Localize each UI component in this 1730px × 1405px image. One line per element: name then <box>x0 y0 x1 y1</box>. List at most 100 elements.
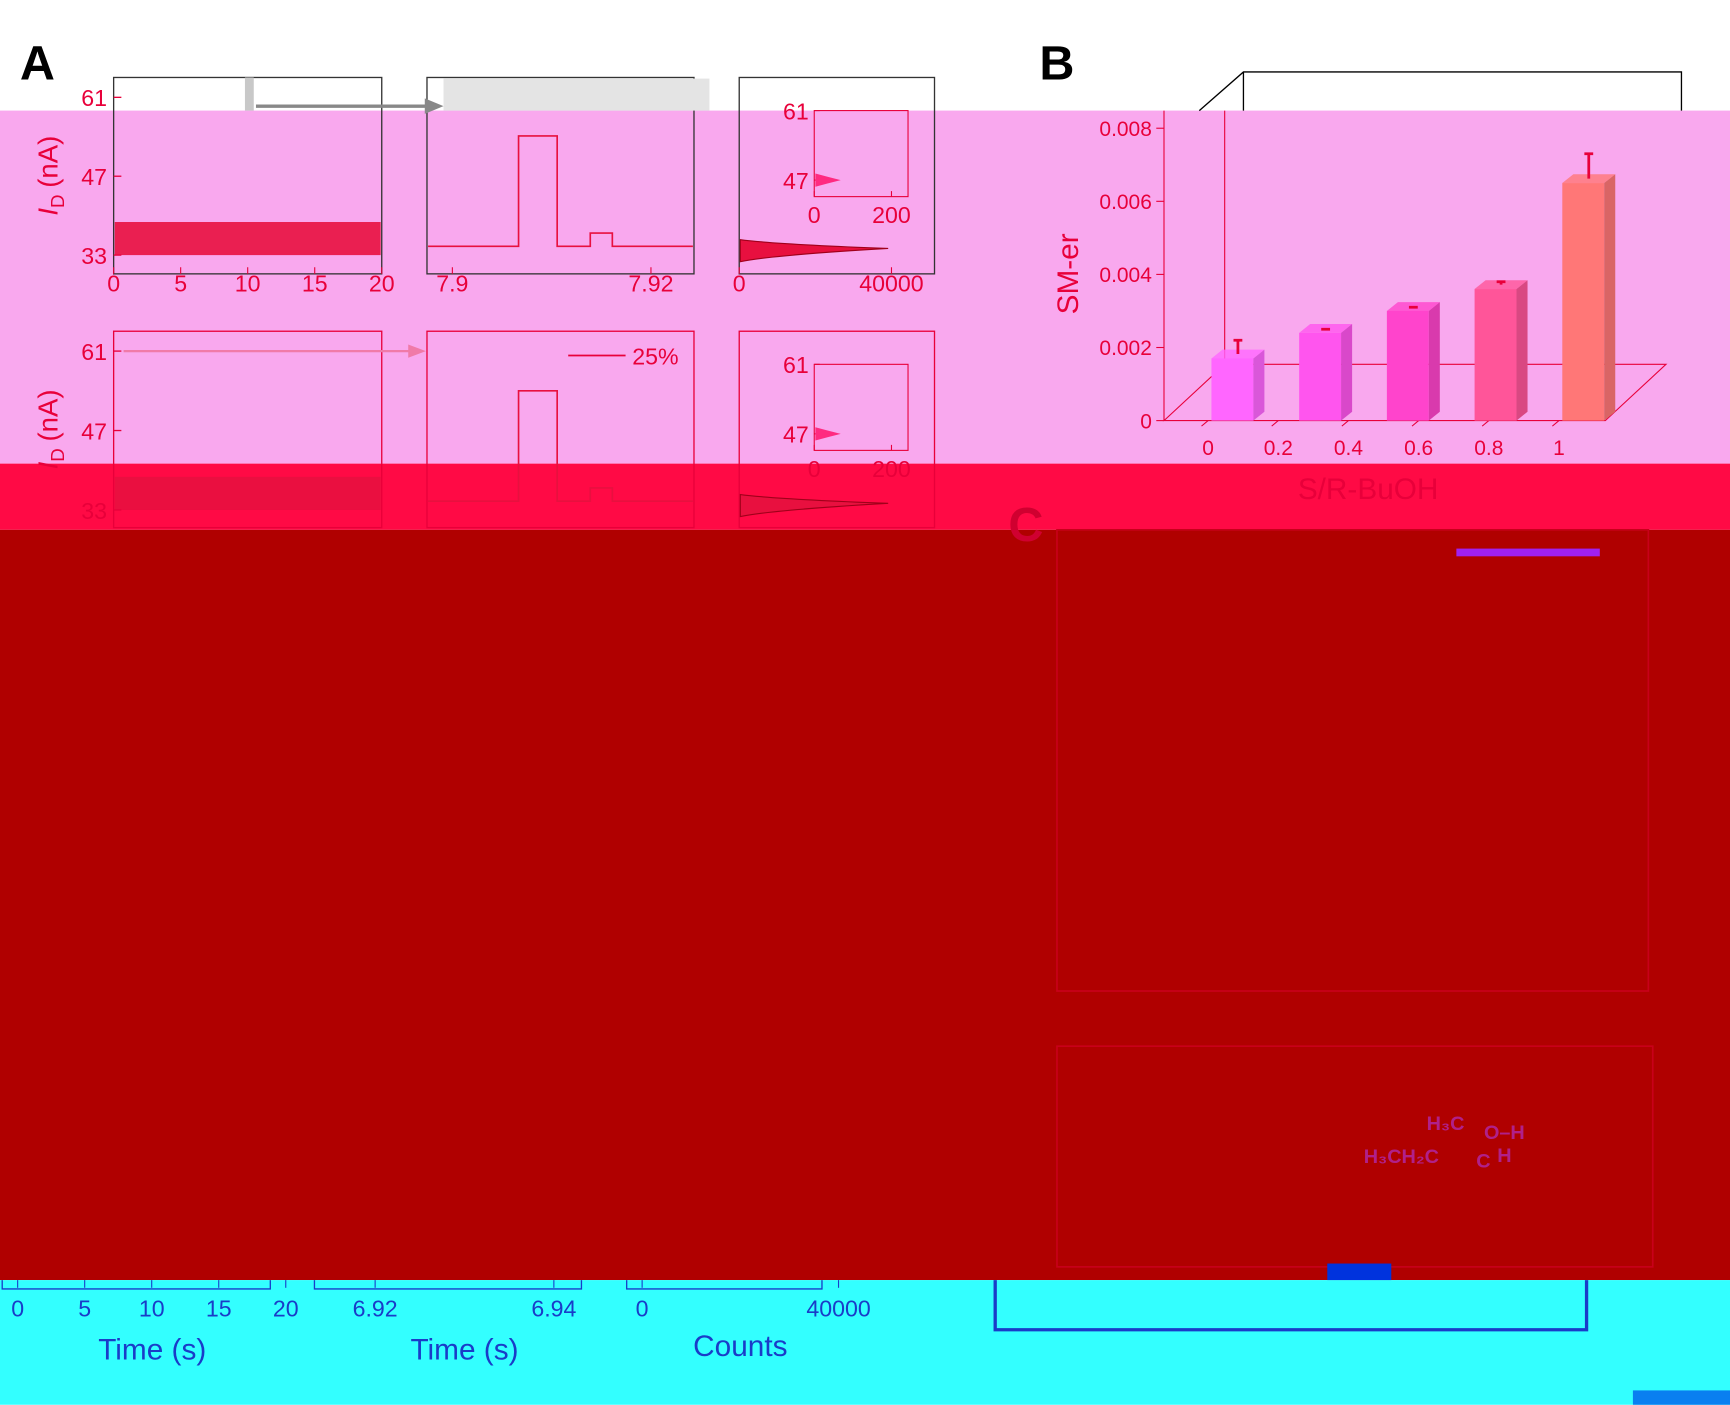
bar-front <box>1562 183 1605 421</box>
x-tick-label: 0 <box>636 1295 649 1321</box>
inset-y-tick-label: 47 <box>783 422 809 448</box>
arrowhead <box>408 344 426 358</box>
bar <box>1562 174 1616 421</box>
x-tick-label: 5 <box>174 271 187 297</box>
chem-label: C <box>1476 1151 1490 1173</box>
x-tick <box>1481 420 1490 427</box>
y-axis-label: SM-er <box>1052 233 1085 314</box>
y-label-sub: D <box>47 194 68 208</box>
panel-label: B <box>1039 37 1074 91</box>
bar-front <box>1299 332 1342 421</box>
x-axis-label: Counts <box>693 1330 787 1363</box>
legend-label: 25% <box>632 343 678 369</box>
y-label-main: I <box>32 461 63 469</box>
inset-frame <box>813 363 909 451</box>
inset-x-tick-label: 200 <box>872 202 911 228</box>
bar <box>1211 349 1265 421</box>
x-tick-label: 0 <box>11 1295 24 1321</box>
y-tick-label: 0.006 <box>1099 191 1151 214</box>
x-tick-label: 20 <box>369 271 395 297</box>
histogram <box>739 239 889 263</box>
panel-label: A <box>20 37 55 91</box>
x-tick-label: 0.6 <box>1404 437 1433 460</box>
x-tick-label: 10 <box>139 1295 165 1321</box>
inset-frame <box>813 110 909 198</box>
x-tick <box>1271 420 1279 427</box>
y-label-unit: (nA) <box>32 389 63 441</box>
axes-frame <box>426 330 695 529</box>
chem-label: O–H <box>1484 1122 1525 1144</box>
trace <box>428 135 693 248</box>
highlight <box>244 77 254 111</box>
bar-side <box>1604 174 1616 421</box>
x-tick-label: 40000 <box>859 271 923 297</box>
arrowhead <box>424 98 444 114</box>
y-tick-label: 33 <box>81 243 107 269</box>
x-axis-label: S/R-BuOH <box>1298 473 1439 506</box>
axes-frame <box>112 330 383 529</box>
x-axis-label: Time (s) <box>98 1334 206 1367</box>
y-tick-label: 61 <box>81 85 107 111</box>
y-label-main: I <box>32 208 63 216</box>
x-tick-label: 10 <box>235 271 261 297</box>
zoom-shade <box>443 78 710 111</box>
inset-histogram <box>815 173 841 187</box>
x-tick-label: 20 <box>273 1295 299 1321</box>
x-tick-label: 0 <box>1202 437 1214 460</box>
bar-side <box>1428 302 1440 421</box>
x-tick-label: 15 <box>206 1295 232 1321</box>
error-bar <box>1233 338 1243 355</box>
y-tick-label: 0.004 <box>1099 264 1152 287</box>
x-tick-label: 7.9 <box>436 271 468 297</box>
frame-3d <box>1162 110 1668 422</box>
y-tick-label: 33 <box>81 498 107 524</box>
inset-x-tick-label: 0 <box>808 202 821 228</box>
y-tick-label: 47 <box>81 418 107 444</box>
y-axis-label: ID (nA) <box>32 389 68 469</box>
y-tick-label: 0 <box>1140 410 1152 433</box>
bar <box>1474 280 1528 421</box>
inset-y-tick-label: 61 <box>783 352 809 378</box>
x-tick-label: 0.4 <box>1334 437 1363 460</box>
axis-bottom <box>1 1280 823 1290</box>
overlay-pink <box>0 110 1730 464</box>
colorbar <box>1456 548 1600 557</box>
frame-3d <box>1198 71 1683 112</box>
overlay-blue <box>1632 1390 1730 1405</box>
bar-front <box>1211 358 1254 421</box>
x-tick-label: 0.8 <box>1474 437 1503 460</box>
trace-band <box>114 476 381 510</box>
bar-front <box>1386 310 1429 421</box>
error-bar <box>1321 327 1331 331</box>
chem-label: H₃C <box>1427 1113 1465 1135</box>
y-tick-label: 0.008 <box>1099 118 1151 141</box>
y-tick-label: 47 <box>81 164 107 190</box>
overlay-darkred <box>0 529 1730 1281</box>
inset-x-tick-label: 0 <box>808 456 821 482</box>
y-label-unit: (nA) <box>32 136 63 188</box>
trace <box>428 389 693 502</box>
marker <box>1327 1263 1392 1281</box>
axes-frame <box>426 76 695 275</box>
x-tick <box>1341 420 1349 427</box>
bar-side <box>1341 324 1353 421</box>
panel-label: C <box>1008 498 1043 552</box>
x-tick-label: 0 <box>107 271 120 297</box>
chem-label: H <box>1497 1145 1511 1167</box>
x-tick-label: 6.94 <box>531 1295 576 1321</box>
chem-label: H₃CH₂C <box>1364 1146 1439 1168</box>
bar <box>1386 302 1440 421</box>
bracket <box>993 1280 1589 1332</box>
histogram <box>739 493 889 518</box>
error-bar <box>1408 305 1418 309</box>
bar-front <box>1474 289 1517 421</box>
x-tick <box>1201 420 1209 427</box>
x-tick-label: 6.92 <box>353 1295 398 1321</box>
x-axis-label: Time (s) <box>410 1334 518 1367</box>
x-tick-label: 7.92 <box>628 271 673 297</box>
x-tick-label: 0 <box>733 271 746 297</box>
x-tick-label: 0.2 <box>1264 437 1293 460</box>
trace-band <box>114 222 381 256</box>
